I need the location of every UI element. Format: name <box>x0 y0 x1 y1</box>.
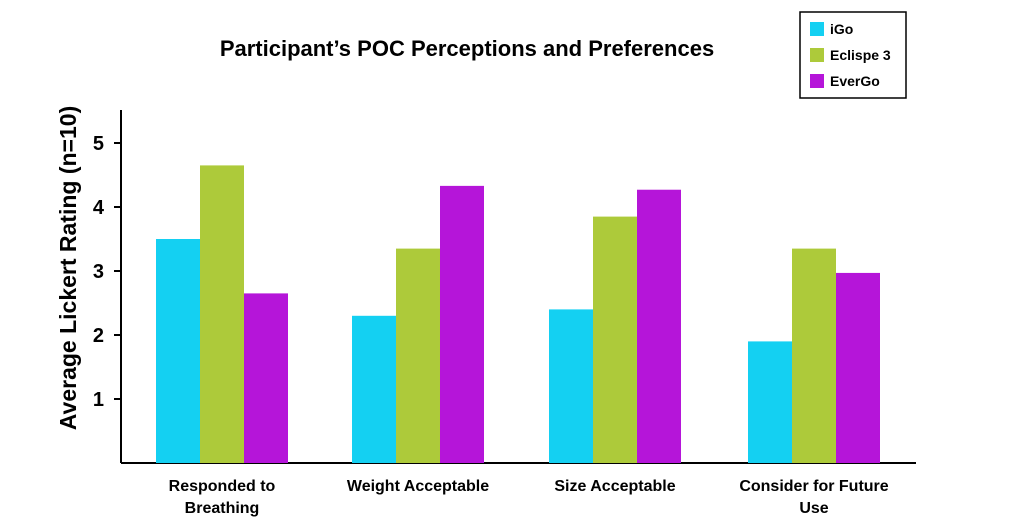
legend-label: EverGo <box>830 73 880 89</box>
bar-igo-0 <box>156 239 200 463</box>
legend-label: Eclispe 3 <box>830 47 891 63</box>
bar-igo-1 <box>352 315 396 463</box>
bar-eclispe-3-0 <box>200 165 244 463</box>
x-tick-label: Size Acceptable <box>554 478 675 495</box>
legend-swatch <box>810 74 824 88</box>
legend-swatch <box>810 48 824 62</box>
bar-evergo-2 <box>637 189 681 463</box>
bar-igo-2 <box>549 309 593 463</box>
y-tick-label: 5 <box>93 133 104 155</box>
x-ticks: Responded to Breathing Weight Acceptable Si… <box>169 478 889 517</box>
bar-igo-3 <box>748 341 792 463</box>
legend: iGo Eclispe 3 EverGo <box>799 11 907 99</box>
y-tick-label: 3 <box>93 261 104 283</box>
y-ticks: 1 2 3 4 5 <box>93 133 121 411</box>
y-tick-label: 4 <box>93 197 105 219</box>
legend-label: iGo <box>830 21 853 37</box>
bar-eclispe-3-2 <box>593 216 637 463</box>
y-tick-label: 1 <box>93 389 104 411</box>
bar-evergo-0 <box>244 293 288 463</box>
x-tick-label: Use <box>799 500 828 517</box>
x-tick-label: Consider for Future <box>739 478 888 495</box>
y-axis-label: Average Lickert Rating (n=10) <box>55 106 81 430</box>
bar-evergo-1 <box>440 185 484 463</box>
chart-title: Participant’s POC Perceptions and Prefer… <box>220 36 714 61</box>
bar-eclispe-3-3 <box>792 248 836 463</box>
bar-evergo-3 <box>836 272 880 463</box>
bars <box>156 165 880 463</box>
legend-swatch <box>810 22 824 36</box>
x-tick-label: Responded to <box>169 478 276 495</box>
y-tick-label: 2 <box>93 325 104 347</box>
x-tick-label: Breathing <box>185 500 260 517</box>
bar-eclispe-3-1 <box>396 248 440 463</box>
x-tick-label: Weight Acceptable <box>347 478 489 495</box>
